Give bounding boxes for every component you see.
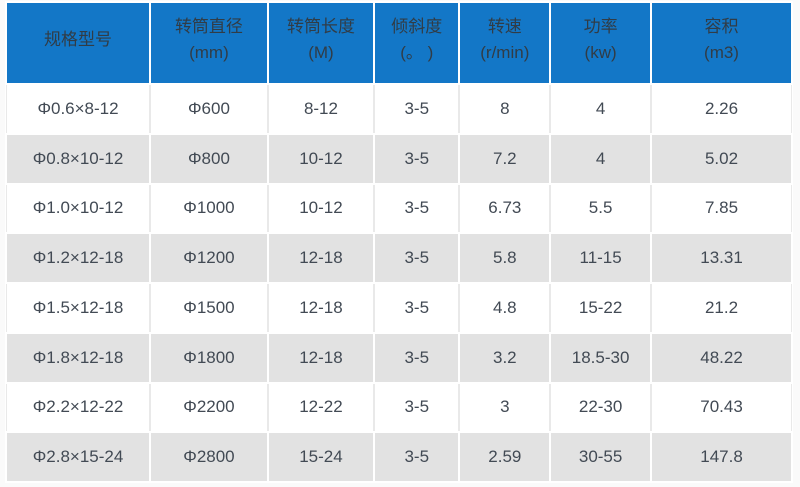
spec-cell: Φ2.8×15-24 bbox=[7, 433, 150, 481]
spec-cell: 147.8 bbox=[652, 433, 791, 481]
spec-row-3: Φ1.0×10-12 Φ1000 10-12 3-5 6.73 5.5 7.85 bbox=[7, 184, 791, 233]
column-header-6: 功率 (kw) bbox=[551, 3, 651, 83]
column-header-label: 转筒直径 bbox=[174, 17, 243, 36]
spec-cell: 48.22 bbox=[652, 333, 791, 382]
spec-cell: 30-55 bbox=[551, 433, 651, 481]
spec-cell: 12-18 bbox=[268, 234, 374, 282]
spec-cell: 2.26 bbox=[652, 85, 791, 133]
column-header-4: 倾斜度 (。 ) bbox=[375, 3, 459, 83]
spec-cell: 10-12 bbox=[268, 134, 374, 183]
spec-cell: 12-22 bbox=[268, 383, 374, 432]
column-header-label: 转筒长度 bbox=[286, 17, 355, 36]
spec-cell: 5.5 bbox=[551, 184, 651, 233]
spec-cell: 15-22 bbox=[551, 284, 651, 332]
spec-cell: 3-5 bbox=[375, 184, 459, 233]
spec-cell: Φ1.8×12-18 bbox=[7, 333, 150, 382]
spec-cell: 3-5 bbox=[375, 134, 459, 183]
column-header-label: 规格型号 bbox=[44, 30, 113, 49]
spec-cell: 5.8 bbox=[460, 234, 550, 282]
spec-cell: 11-15 bbox=[551, 234, 651, 282]
spec-cell: Φ2.2×12-22 bbox=[7, 383, 150, 432]
spec-cell: Φ800 bbox=[151, 134, 267, 183]
spec-cell: 4 bbox=[551, 134, 651, 183]
spec-cell: 8-12 bbox=[268, 85, 374, 133]
spec-cell: 5.02 bbox=[652, 134, 791, 183]
spec-cell: Φ2800 bbox=[151, 433, 267, 481]
spec-cell: 7.85 bbox=[652, 184, 791, 233]
spec-cell: 4 bbox=[551, 85, 651, 133]
column-header-3: 转筒长度 (M) bbox=[268, 3, 374, 83]
spec-cell: Φ1200 bbox=[151, 234, 267, 282]
column-header-unit: (M) bbox=[308, 43, 334, 62]
spec-cell: 22-30 bbox=[551, 383, 651, 432]
column-header-unit: (r/min) bbox=[480, 43, 530, 62]
column-header-label: 容积 bbox=[704, 17, 739, 36]
spec-cell: Φ2200 bbox=[151, 383, 267, 432]
spec-cell: 3-5 bbox=[375, 284, 459, 332]
spec-cell: 70.43 bbox=[652, 383, 791, 432]
column-header-2: 转筒直径 (mm) bbox=[151, 3, 267, 83]
spec-cell: 3-5 bbox=[375, 85, 459, 133]
spec-cell: 12-18 bbox=[268, 284, 374, 332]
spec-cell: Φ600 bbox=[151, 85, 267, 133]
column-header-1: 规格型号 bbox=[7, 3, 150, 83]
spec-cell: 6.73 bbox=[460, 184, 550, 233]
table-header-row: 规格型号 转筒直径 (mm) 转筒长度 (M) 倾斜度 (。 ) 转速 (r/min) 功率 (kw… bbox=[7, 3, 791, 83]
spec-row-5: Φ1.5×12-18 Φ1500 12-18 3-5 4.8 15-22 21.2 bbox=[7, 284, 791, 332]
drum-spec-table: 规格型号 转筒直径 (mm) 转筒长度 (M) 倾斜度 (。 ) 转速 (r/min) 功率 (kw… bbox=[5, 1, 793, 483]
spec-cell: 15-24 bbox=[268, 433, 374, 481]
table-body: Φ0.6×8-12 Φ600 8-12 3-5 8 4 2.26 Φ0.8×10-12 Φ800… bbox=[7, 85, 791, 481]
spec-cell: 21.2 bbox=[652, 284, 791, 332]
spec-cell: Φ1.5×12-18 bbox=[7, 284, 150, 332]
spec-cell: 3-5 bbox=[375, 234, 459, 282]
spec-cell: Φ1.0×10-12 bbox=[7, 184, 150, 233]
spec-cell: 13.31 bbox=[652, 234, 791, 282]
spec-cell: 2.59 bbox=[460, 433, 550, 481]
spec-cell: 7.2 bbox=[460, 134, 550, 183]
spec-row-8: Φ2.8×15-24 Φ2800 15-24 3-5 2.59 30-55 147.8 bbox=[7, 433, 791, 481]
spec-cell: Φ0.8×10-12 bbox=[7, 134, 150, 183]
spec-row-6: Φ1.8×12-18 Φ1800 12-18 3-5 3.2 18.5-30 48.22 bbox=[7, 333, 791, 382]
column-header-unit: (m3) bbox=[704, 43, 739, 62]
spec-row-1: Φ0.6×8-12 Φ600 8-12 3-5 8 4 2.26 bbox=[7, 85, 791, 133]
column-header-label: 转速 bbox=[487, 17, 522, 36]
spec-cell: Φ1.2×12-18 bbox=[7, 234, 150, 282]
spec-cell: 4.8 bbox=[460, 284, 550, 332]
spec-cell: 18.5-30 bbox=[551, 333, 651, 382]
spec-cell: Φ1500 bbox=[151, 284, 267, 332]
spec-cell: 3-5 bbox=[375, 333, 459, 382]
spec-row-7: Φ2.2×12-22 Φ2200 12-22 3-5 3 22-30 70.43 bbox=[7, 383, 791, 432]
column-header-label: 功率 bbox=[583, 17, 618, 36]
spec-cell: Φ1800 bbox=[151, 333, 267, 382]
column-header-label: 倾斜度 bbox=[391, 17, 443, 36]
column-header-unit: (kw) bbox=[584, 43, 617, 62]
spec-cell: 3-5 bbox=[375, 383, 459, 432]
spec-cell: 8 bbox=[460, 85, 550, 133]
spec-cell: 3-5 bbox=[375, 433, 459, 481]
spec-cell: 3.2 bbox=[460, 333, 550, 382]
spec-row-4: Φ1.2×12-18 Φ1200 12-18 3-5 5.8 11-15 13.31 bbox=[7, 234, 791, 282]
spec-cell: 3 bbox=[460, 383, 550, 432]
spec-cell: 10-12 bbox=[268, 184, 374, 233]
spec-cell: 12-18 bbox=[268, 333, 374, 382]
column-header-unit: (mm) bbox=[189, 43, 229, 62]
column-header-5: 转速 (r/min) bbox=[460, 3, 550, 83]
spec-cell: Φ0.6×8-12 bbox=[7, 85, 150, 133]
column-header-7: 容积 (m3) bbox=[652, 3, 791, 83]
spec-cell: Φ1000 bbox=[151, 184, 267, 233]
spec-row-2: Φ0.8×10-12 Φ800 10-12 3-5 7.2 4 5.02 bbox=[7, 134, 791, 183]
column-header-unit: (。 ) bbox=[400, 43, 434, 62]
